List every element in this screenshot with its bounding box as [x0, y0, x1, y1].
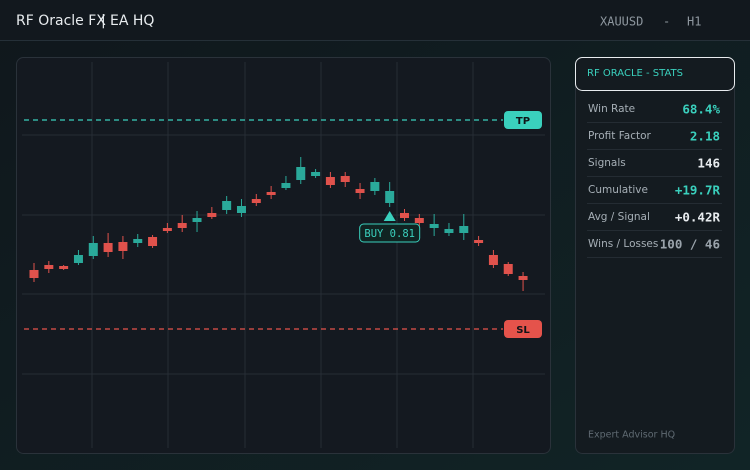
stats-panel: [575, 57, 735, 454]
stats-title: RF ORACLE - STATS: [587, 68, 683, 79]
candle-body: [296, 167, 306, 180]
candle-body: [400, 213, 409, 218]
candle-body: [162, 228, 172, 231]
stat-label: Profit Factor: [588, 130, 652, 142]
candle-body: [459, 226, 469, 233]
stat-value: 68.4%: [682, 102, 720, 117]
candle-body: [44, 265, 54, 269]
stat-label: Avg / Signal: [588, 211, 650, 223]
stat-value: +0.42R: [675, 210, 721, 225]
stat-label: Win Rate: [588, 103, 635, 115]
timeframe: H1: [687, 15, 701, 29]
stats-rows: Win Rate 68.4% Profit Factor 2.18 Signals 146…: [587, 102, 722, 258]
candle-body: [236, 206, 246, 213]
level-badge: [504, 320, 542, 338]
candle-body: [518, 276, 528, 280]
candle-body: [311, 172, 321, 176]
candle-body: [355, 189, 365, 193]
candle-body: [73, 255, 83, 263]
stat-value: 100 / 46: [660, 237, 720, 252]
candle-body: [503, 264, 513, 274]
stats-header: [575, 57, 735, 91]
candle-body: [207, 213, 217, 217]
candle-body: [59, 266, 69, 269]
candle-body: [192, 218, 202, 222]
level-label: SL: [516, 325, 530, 336]
stat-label: Signals: [588, 157, 626, 169]
stat-label: Wins / Losses: [588, 238, 658, 250]
candle-body: [488, 255, 498, 265]
candle-body: [133, 239, 143, 243]
candle-body: [88, 243, 98, 256]
stat-value: 146: [697, 156, 720, 171]
candle-body: [148, 237, 158, 246]
plot: TP SL BUY 0.81: [22, 111, 545, 375]
candle-body: [29, 270, 39, 278]
candle-body: [266, 192, 276, 195]
level-label: TP: [516, 116, 530, 127]
candle-body: [385, 191, 395, 203]
candle-body: [251, 199, 261, 203]
candle-body: [429, 224, 439, 228]
chart-panel: [16, 57, 551, 454]
top-bar: [0, 0, 750, 40]
vertical-grid: [91, 62, 474, 448]
title-separator: |: [101, 13, 106, 29]
candle-body: [414, 218, 424, 223]
candle-body: [340, 176, 350, 182]
candle-body: [103, 243, 113, 252]
level-badge: [504, 111, 542, 129]
candle-body: [222, 201, 232, 210]
stat-value: 2.18: [690, 129, 720, 144]
stat-value: +19.7R: [675, 183, 721, 198]
stat-label: Cumulative: [588, 184, 648, 196]
app-title: RF Oracle FX: [16, 13, 106, 29]
candle-body: [177, 223, 187, 228]
app-subtitle: EA HQ: [110, 13, 154, 29]
candle-body: [370, 182, 380, 191]
candle-body: [444, 229, 454, 233]
signal-marker: [383, 211, 396, 221]
candle-body: [281, 183, 291, 188]
candle-body: [118, 242, 128, 251]
symbol: XAUUSD: [600, 15, 643, 29]
signal-box: [359, 223, 421, 243]
candle-body: [325, 177, 335, 185]
symbol-separator: -: [663, 15, 670, 29]
signal-label: BUY 0.81: [364, 228, 415, 240]
stats-footer: Expert Advisor HQ: [588, 430, 675, 441]
candle-body: [474, 240, 484, 243]
